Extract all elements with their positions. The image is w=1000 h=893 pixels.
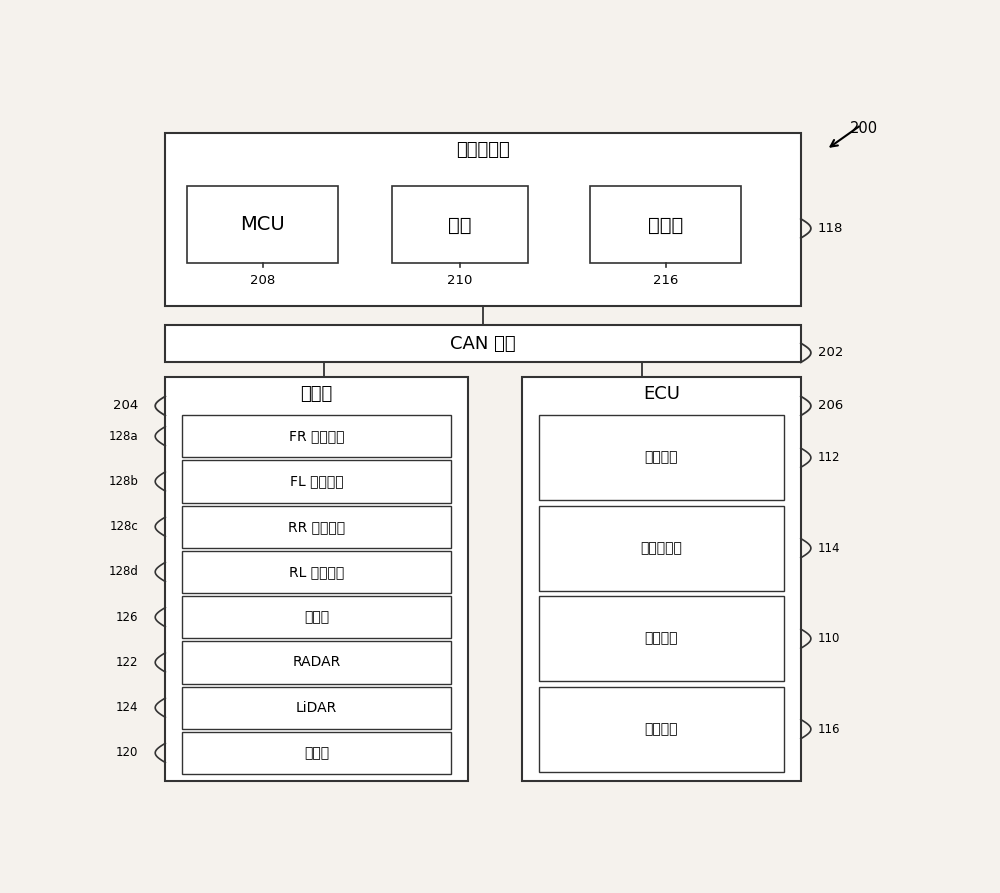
Text: FL 车轮转速: FL 车轮转速 <box>290 474 343 488</box>
FancyBboxPatch shape <box>182 641 450 683</box>
Text: 存储器: 存储器 <box>648 215 683 235</box>
FancyBboxPatch shape <box>539 415 784 500</box>
Text: 208: 208 <box>250 274 275 287</box>
Text: 202: 202 <box>818 346 843 359</box>
Text: 126: 126 <box>116 611 138 623</box>
Text: 200: 200 <box>850 121 878 137</box>
Text: 制动控制: 制动控制 <box>645 722 678 736</box>
Text: 112: 112 <box>818 451 840 464</box>
Text: MCU: MCU <box>240 215 285 235</box>
Text: 停车辅助: 停车辅助 <box>645 631 678 646</box>
FancyBboxPatch shape <box>165 325 801 362</box>
FancyBboxPatch shape <box>165 132 801 305</box>
Text: 118: 118 <box>818 222 843 235</box>
Text: 128b: 128b <box>108 475 138 488</box>
Text: 内存: 内存 <box>448 215 472 235</box>
Text: 128a: 128a <box>109 430 138 443</box>
Text: 210: 210 <box>448 274 473 287</box>
FancyBboxPatch shape <box>539 505 784 591</box>
FancyBboxPatch shape <box>522 377 801 780</box>
Text: 124: 124 <box>116 701 138 714</box>
FancyBboxPatch shape <box>182 687 450 729</box>
Text: 路沿检测器: 路沿检测器 <box>456 140 510 159</box>
Text: 128d: 128d <box>108 565 138 579</box>
FancyBboxPatch shape <box>182 551 450 593</box>
Text: 206: 206 <box>818 399 843 413</box>
Text: 204: 204 <box>113 399 138 413</box>
Text: 横摇率: 横摇率 <box>304 610 329 624</box>
Text: 128c: 128c <box>109 521 138 533</box>
FancyBboxPatch shape <box>182 505 450 547</box>
FancyBboxPatch shape <box>187 187 338 263</box>
FancyBboxPatch shape <box>182 461 450 503</box>
Text: 超声波: 超声波 <box>304 746 329 760</box>
Text: 节气门控制: 节气门控制 <box>640 541 682 555</box>
FancyBboxPatch shape <box>182 597 450 638</box>
Text: RL 车轮转速: RL 车轮转速 <box>289 565 344 579</box>
Text: RADAR: RADAR <box>292 655 341 670</box>
FancyBboxPatch shape <box>539 597 784 681</box>
Text: 传感器: 传感器 <box>300 386 333 404</box>
Text: 216: 216 <box>653 274 678 287</box>
Text: 114: 114 <box>818 542 840 555</box>
FancyBboxPatch shape <box>539 687 784 772</box>
Text: 转向控制: 转向控制 <box>645 451 678 464</box>
Text: CAN 总线: CAN 总线 <box>450 335 516 353</box>
FancyBboxPatch shape <box>392 187 528 263</box>
FancyBboxPatch shape <box>165 377 468 780</box>
Text: 122: 122 <box>116 656 138 669</box>
FancyBboxPatch shape <box>182 415 450 457</box>
Text: 110: 110 <box>818 632 840 645</box>
FancyBboxPatch shape <box>590 187 741 263</box>
Text: LiDAR: LiDAR <box>296 701 337 714</box>
Text: RR 车轮转速: RR 车轮转速 <box>288 520 345 534</box>
Text: FR 车轮转速: FR 车轮转速 <box>289 430 344 443</box>
FancyBboxPatch shape <box>182 732 450 774</box>
Text: 116: 116 <box>818 722 840 736</box>
Text: 120: 120 <box>116 747 138 759</box>
Text: ECU: ECU <box>643 386 680 404</box>
